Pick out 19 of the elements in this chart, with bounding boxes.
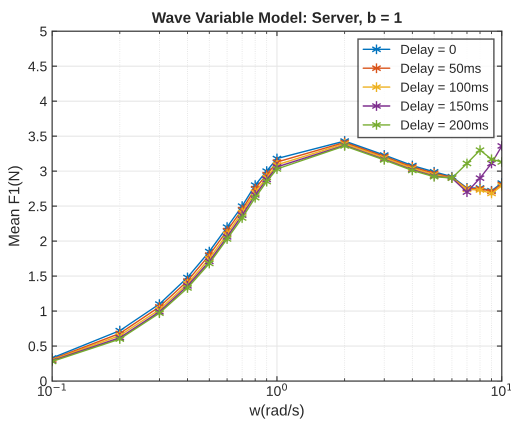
- y-axis-title: Mean F1(N): [8, 166, 22, 246]
- y-tick-label: 2: [40, 236, 47, 246]
- x-tick-label: 10$^{0}$: [266, 383, 287, 396]
- y-tick-label: 3: [40, 166, 47, 176]
- y-tick-label: 5: [40, 26, 47, 36]
- y-tick-label: 0.5: [28, 341, 47, 352]
- y-tick-label: 3.5: [28, 131, 47, 142]
- chart-title: Wave Variable Model: Server, b = 1: [152, 12, 402, 26]
- legend-label: Delay = 100ms: [401, 82, 488, 94]
- legend-label: Delay = 200ms: [401, 120, 488, 132]
- y-tick-label: 4: [40, 96, 47, 106]
- y-tick-label: 1: [40, 306, 47, 316]
- legend-label: Delay = 0: [401, 44, 456, 57]
- y-tick-label: 1.5: [29, 272, 47, 282]
- x-axis-title: w(rad/s): [249, 404, 304, 419]
- y-tick-label: 2.5: [28, 201, 47, 212]
- legend-label: Delay = 50ms: [401, 63, 481, 76]
- legend-label: Delay = 150ms: [401, 101, 488, 114]
- y-tick-label: 4.5: [28, 62, 47, 72]
